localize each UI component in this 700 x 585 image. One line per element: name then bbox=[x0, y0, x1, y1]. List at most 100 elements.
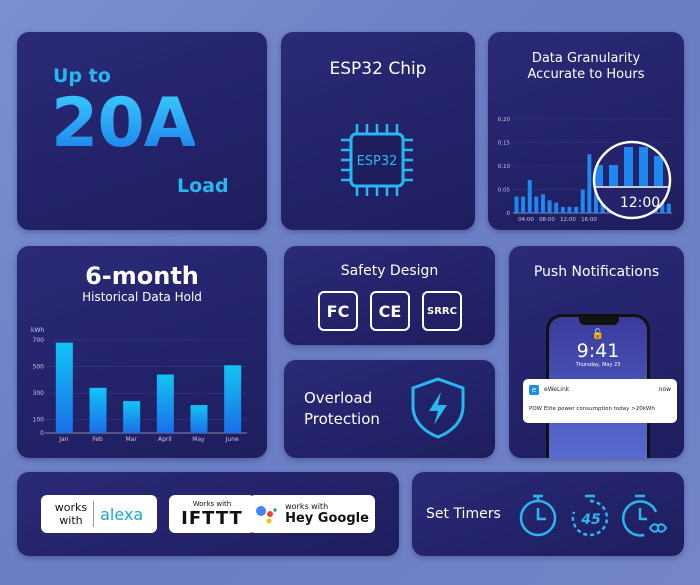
bar bbox=[123, 401, 141, 433]
x-tick-label: April bbox=[158, 436, 172, 443]
magnified-bar bbox=[639, 147, 648, 186]
x-tick-label: June bbox=[225, 436, 239, 443]
history-card: 6-month Historical Data Hold kWh 0 100 300 5… bbox=[17, 246, 267, 458]
alexa-logo: works with alexa bbox=[41, 495, 157, 533]
y-tick-label: 0.05 bbox=[498, 188, 511, 194]
load-value: 20A bbox=[51, 84, 196, 163]
x-tick-label: 16:00 bbox=[581, 217, 597, 223]
magnifier-label: 12:00 bbox=[620, 195, 660, 211]
granularity-title-2: Accurate to Hours bbox=[527, 67, 645, 82]
google-works: works with bbox=[285, 502, 329, 511]
overload-card: Overload Protection bbox=[284, 360, 495, 458]
history-subtitle: Historical Data Hold bbox=[82, 290, 202, 304]
y-tick-label: 0.20 bbox=[498, 117, 511, 123]
google-text: Hey Google bbox=[285, 511, 369, 526]
ce-cert-icon: CE bbox=[370, 291, 410, 331]
bar bbox=[574, 206, 579, 213]
timers-card: Set Timers 45 bbox=[412, 472, 684, 556]
bar bbox=[541, 194, 545, 213]
notification-app: eWeLink bbox=[544, 386, 570, 393]
timers-title: Set Timers bbox=[426, 506, 501, 522]
notification-time: now bbox=[658, 386, 671, 393]
chip-label: ESP32 bbox=[357, 154, 398, 169]
bar bbox=[514, 196, 519, 213]
granularity-title-1: Data Granularity bbox=[531, 51, 641, 66]
phone-date: Thursday, May 23 bbox=[575, 362, 621, 368]
bar bbox=[567, 206, 572, 213]
history-title: 6-month bbox=[85, 262, 199, 290]
shield-bolt-icon bbox=[411, 377, 465, 439]
y-tick-label: 100 bbox=[33, 417, 45, 424]
bar bbox=[560, 206, 565, 213]
y-tick-label: 0 bbox=[507, 211, 511, 217]
infinite-loop-clock-icon bbox=[622, 494, 668, 537]
push-title: Push Notifications bbox=[533, 264, 660, 280]
ewelink-app-icon: e bbox=[529, 385, 539, 395]
clock-icon bbox=[519, 494, 557, 537]
countdown-value: 45 bbox=[580, 512, 601, 528]
bar bbox=[527, 180, 532, 213]
notification-message: POW Elite power consumption today >20kWh bbox=[529, 406, 655, 412]
bar bbox=[224, 365, 242, 433]
y-tick-label: 300 bbox=[33, 390, 45, 397]
fc-cert-icon: FC bbox=[318, 291, 358, 331]
y-tick-label: 700 bbox=[33, 337, 45, 344]
y-tick-label: 0.15 bbox=[498, 141, 511, 147]
x-tick-label: May bbox=[192, 436, 205, 443]
bar bbox=[55, 342, 73, 433]
chip-card: ESP32 Chip ESP32 bbox=[281, 32, 475, 230]
ifttt-works: Works with bbox=[192, 499, 232, 508]
load-card: Up to 20A Load bbox=[17, 32, 267, 230]
bar bbox=[587, 154, 592, 213]
x-tick-label: 12:00 bbox=[560, 217, 576, 223]
y-axis-unit: kWh bbox=[31, 327, 44, 334]
bar bbox=[660, 198, 665, 213]
bar bbox=[190, 405, 208, 433]
safety-title: Safety Design bbox=[340, 263, 439, 279]
bar bbox=[534, 196, 539, 213]
x-tick-label: Jan bbox=[58, 436, 68, 443]
countdown-45-icon: 45 bbox=[571, 494, 609, 537]
granularity-card: Data Granularity Accurate to Hours 0 0.05… bbox=[488, 32, 684, 230]
magnifier-content: 12:00 bbox=[594, 142, 670, 218]
ifttt-text: IFTTT bbox=[181, 507, 243, 529]
ifttt-logo: Works with IFTTT bbox=[169, 495, 255, 533]
bar bbox=[580, 189, 585, 213]
y-tick-label: 0 bbox=[40, 430, 44, 437]
chip-icon: ESP32 bbox=[341, 124, 413, 196]
x-tick-label: 04:00 bbox=[518, 217, 534, 223]
bar bbox=[89, 387, 107, 433]
load-prefix: Up to bbox=[53, 65, 111, 87]
google-logo: works with Hey Google bbox=[249, 495, 375, 533]
bar bbox=[666, 203, 671, 213]
integrations-card: works with alexa Works with IFTTT works w… bbox=[17, 472, 399, 556]
bar bbox=[521, 196, 526, 213]
bar bbox=[156, 374, 174, 433]
magnified-bar bbox=[654, 156, 663, 186]
bar bbox=[554, 202, 559, 213]
unlock-icon: 🔓 bbox=[591, 329, 605, 340]
magnified-bar bbox=[624, 147, 633, 186]
srrc-cert-icon: SRRC bbox=[422, 291, 462, 331]
monthly-chart: kWh 0 100 300 500 700 Jan Feb Mar April May June bbox=[31, 327, 247, 443]
chip-title: ESP32 Chip bbox=[329, 59, 427, 79]
overload-line-2: Protection bbox=[304, 410, 380, 428]
y-tick-label: 500 bbox=[33, 364, 45, 371]
x-tick-label: Mar bbox=[126, 436, 138, 443]
alexa-text: alexa bbox=[100, 504, 144, 524]
overload-line-1: Overload bbox=[304, 389, 373, 407]
x-tick-label: 08:00 bbox=[539, 217, 555, 223]
x-tick-label: Feb bbox=[92, 436, 103, 443]
magnified-bar bbox=[594, 165, 603, 186]
google-assistant-icon bbox=[256, 506, 277, 524]
magnified-bar bbox=[609, 165, 618, 186]
load-suffix: Load bbox=[177, 175, 229, 197]
push-card: Push Notifications 🔓 9:41 Thursday, May … bbox=[509, 246, 684, 458]
y-tick-label: 0.10 bbox=[498, 164, 511, 170]
magnifier-ring bbox=[592, 140, 672, 220]
alexa-with: with bbox=[59, 514, 83, 527]
notification[interactable]: e eWeLink now POW Elite power consumptio… bbox=[523, 379, 677, 423]
alexa-works: works bbox=[54, 501, 88, 514]
safety-card: Safety Design FC CE SRRC bbox=[284, 246, 495, 345]
bar bbox=[547, 200, 552, 213]
